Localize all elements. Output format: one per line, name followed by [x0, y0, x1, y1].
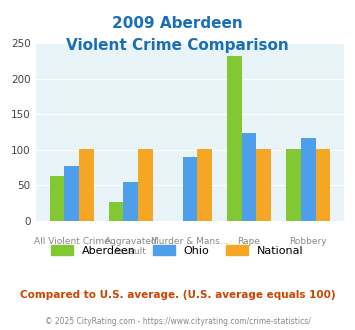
- Bar: [50, 176, 64, 221]
- Text: Rape: Rape: [237, 237, 261, 246]
- Bar: [109, 202, 124, 221]
- Text: 2009 Aberdeen: 2009 Aberdeen: [112, 16, 243, 31]
- Text: Compared to U.S. average. (U.S. average equals 100): Compared to U.S. average. (U.S. average …: [20, 290, 335, 300]
- Bar: [286, 149, 301, 221]
- Bar: [182, 157, 197, 221]
- Bar: [227, 56, 242, 221]
- Bar: [242, 133, 256, 221]
- Bar: [301, 138, 316, 221]
- Text: Murder & Mans...: Murder & Mans...: [151, 237, 229, 246]
- Text: Violent Crime Comparison: Violent Crime Comparison: [66, 38, 289, 53]
- Bar: [138, 149, 153, 221]
- Text: Assault: Assault: [114, 247, 147, 256]
- Text: Aggravated: Aggravated: [104, 237, 157, 246]
- Bar: [64, 166, 79, 221]
- Text: © 2025 CityRating.com - https://www.cityrating.com/crime-statistics/: © 2025 CityRating.com - https://www.city…: [45, 317, 310, 326]
- Bar: [316, 149, 330, 221]
- Bar: [197, 149, 212, 221]
- Text: Robbery: Robbery: [289, 237, 327, 246]
- Bar: [256, 149, 271, 221]
- Bar: [79, 149, 94, 221]
- Text: All Violent Crime: All Violent Crime: [34, 237, 110, 246]
- Bar: [124, 182, 138, 221]
- Legend: Aberdeen, Ohio, National: Aberdeen, Ohio, National: [47, 241, 308, 260]
